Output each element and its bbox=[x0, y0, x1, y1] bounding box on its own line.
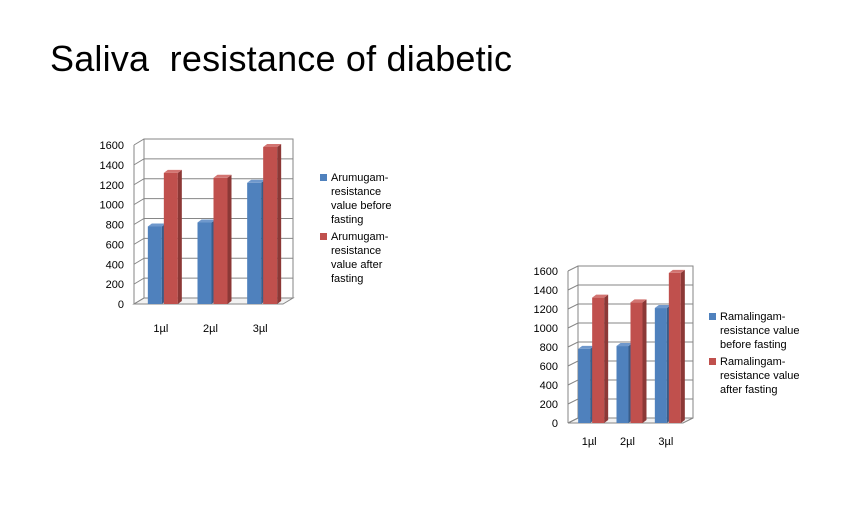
y-tick-label: 200 bbox=[106, 279, 124, 291]
bar-top bbox=[592, 294, 609, 298]
y-tick-label: 600 bbox=[106, 239, 124, 251]
bar-front bbox=[247, 182, 262, 304]
legend-swatch bbox=[320, 233, 327, 240]
x-tick-label: 3µl bbox=[253, 323, 268, 335]
legend-item: Ramalingam-resistance value before fastin… bbox=[709, 310, 819, 352]
legend-label-line: value after bbox=[331, 259, 383, 271]
bar-side bbox=[604, 294, 609, 423]
x-tick-label: 1µl bbox=[153, 323, 168, 335]
legend-arumugam: Arumugam-resistance value before fasting Ar… bbox=[320, 171, 410, 289]
legend-label-line: value before bbox=[331, 200, 392, 212]
bar-side bbox=[227, 174, 232, 304]
gridline bbox=[133, 158, 293, 166]
gridline bbox=[133, 178, 293, 186]
y-tick-label: 800 bbox=[106, 220, 124, 232]
x-tick-label: 3µl bbox=[658, 436, 673, 448]
gridline bbox=[567, 417, 693, 424]
legend-item: Arumugam-resistance value before fasting bbox=[320, 171, 410, 227]
y-tick-label: 1600 bbox=[100, 140, 124, 152]
y-tick-label: 1000 bbox=[100, 200, 124, 212]
y-tick-label: 1600 bbox=[534, 266, 558, 278]
x-tick-label: 1µl bbox=[582, 436, 597, 448]
gridline bbox=[567, 284, 693, 291]
legend-ramalingam: Ramalingam-resistance value before fastin… bbox=[709, 310, 819, 400]
gridline bbox=[133, 237, 293, 245]
gridline bbox=[133, 277, 293, 285]
bar-top bbox=[578, 345, 595, 349]
bar-front bbox=[668, 272, 681, 423]
legend-swatch bbox=[709, 358, 716, 365]
bar-top bbox=[616, 343, 633, 347]
bar-top bbox=[147, 223, 166, 227]
bar-front bbox=[197, 222, 212, 304]
gridline bbox=[133, 218, 293, 225]
gridline bbox=[133, 297, 293, 305]
bar-top bbox=[163, 169, 182, 173]
bar-front bbox=[654, 308, 667, 423]
y-tick-label: 1400 bbox=[534, 285, 558, 297]
bar-side bbox=[642, 299, 647, 423]
legend-swatch bbox=[320, 174, 327, 181]
legend-label-line: Ramalingam- bbox=[720, 356, 786, 368]
legend-label-line: resistance value bbox=[720, 325, 800, 337]
bar-top bbox=[213, 174, 232, 178]
gridline bbox=[567, 360, 693, 367]
bar-side bbox=[680, 269, 685, 423]
bar-front bbox=[263, 146, 278, 304]
x-tick-label: 2µl bbox=[620, 436, 635, 448]
bar-top bbox=[668, 269, 685, 273]
bar-front bbox=[592, 297, 605, 423]
bar-top bbox=[247, 179, 266, 183]
y-tick-label: 0 bbox=[552, 418, 558, 430]
y-tick-label: 400 bbox=[106, 259, 124, 271]
gridline bbox=[133, 198, 293, 206]
gridline bbox=[567, 265, 693, 272]
legend-label-line: Ramalingam- bbox=[720, 311, 786, 323]
legend-item: Ramalingam-resistance value after fasting bbox=[709, 355, 819, 397]
chart-arumugam: 0 200 400 600 800 1000 1200 1400 1600 1µl 2µl 3µl bbox=[100, 138, 295, 335]
bar-front bbox=[630, 302, 643, 423]
bar-top bbox=[197, 219, 216, 223]
y-tick-label: 1000 bbox=[534, 323, 558, 335]
y-tick-label: 400 bbox=[540, 380, 558, 392]
slide-title: Saliva resistance of diabetic bbox=[50, 38, 513, 79]
legend-label-line: fasting bbox=[331, 273, 364, 285]
y-tick-label: 800 bbox=[540, 342, 558, 354]
bar-top bbox=[630, 299, 647, 303]
legend-label-line: fasting bbox=[331, 214, 364, 226]
gridline bbox=[567, 322, 693, 329]
y-tick-label: 1200 bbox=[534, 304, 558, 316]
legend-label-line: resistance bbox=[331, 245, 382, 257]
bar-front bbox=[616, 346, 629, 423]
bar-front bbox=[213, 177, 228, 304]
gridline bbox=[567, 379, 693, 386]
bar-top bbox=[654, 305, 671, 309]
bar-top bbox=[263, 143, 282, 147]
bar-side bbox=[177, 169, 182, 304]
chart-ramalingam: 0 200 400 600 800 1000 1200 1400 1600 1µl 2µl 3µl bbox=[534, 265, 694, 448]
bar-front bbox=[147, 226, 162, 304]
bar-front bbox=[163, 172, 178, 304]
legend-label-line: Arumugam- bbox=[331, 172, 389, 184]
gridline bbox=[133, 138, 293, 146]
y-tick-label: 1200 bbox=[100, 180, 124, 192]
gridline bbox=[133, 257, 293, 265]
bar-side bbox=[277, 143, 282, 304]
bar-front bbox=[578, 348, 591, 423]
x-tick-label: 2µl bbox=[203, 323, 218, 335]
legend-label-line: resistance value bbox=[720, 370, 800, 382]
y-tick-label: 600 bbox=[540, 361, 558, 373]
legend-label-line: Arumugam- bbox=[331, 231, 389, 243]
y-tick-label: 200 bbox=[540, 399, 558, 411]
legend-label-line: before fasting bbox=[720, 339, 787, 351]
legend-swatch bbox=[709, 313, 716, 320]
gridline bbox=[567, 398, 693, 405]
legend-label-line: resistance bbox=[331, 186, 382, 198]
legend-label-line: after fasting bbox=[720, 384, 778, 396]
y-tick-label: 1400 bbox=[100, 160, 124, 172]
legend-item: Arumugam-resistance value after fasting bbox=[320, 230, 410, 286]
y-tick-label: 0 bbox=[118, 299, 124, 311]
gridline bbox=[567, 303, 693, 310]
gridline bbox=[567, 341, 693, 348]
